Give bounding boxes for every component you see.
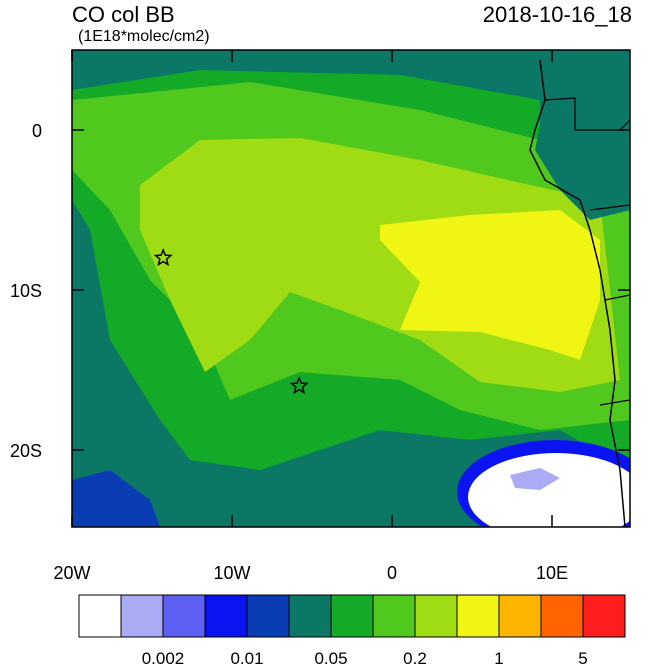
- field-yellow: [380, 210, 600, 360]
- subtitle: (1E18*molec/cm2): [78, 28, 210, 45]
- colorbar-label: 0.002: [142, 649, 185, 667]
- x-tick-label: 20W: [53, 563, 90, 583]
- field-white: [468, 453, 630, 527]
- site-marker: [289, 376, 309, 395]
- colorbar-box: [162, 594, 206, 638]
- border: [544, 97, 630, 131]
- colorbar-box: [582, 594, 626, 638]
- field-lavender: [510, 468, 560, 490]
- y-tick-label: 20S: [10, 441, 42, 461]
- colorbar-box: [498, 594, 542, 638]
- border: [604, 294, 630, 301]
- colorbar-box: [288, 594, 332, 638]
- colorbar-box: [204, 594, 248, 638]
- site-marker: [153, 248, 173, 267]
- title: CO col BB: [72, 2, 175, 27]
- map-frame: [71, 49, 631, 528]
- colorbar-box: [456, 594, 500, 638]
- x-tick-label: 10W: [213, 563, 250, 583]
- colorbar-label: 0.05: [314, 649, 347, 667]
- markers: [153, 248, 309, 395]
- y-tick-label: 0: [32, 121, 42, 141]
- date: 2018-10-16_18: [483, 2, 632, 27]
- colorbar: 0.002 0.01 0.05 0.2 1 5: [78, 594, 626, 667]
- x-tick-label: 10E: [536, 563, 568, 583]
- colorbar-box: [414, 594, 458, 638]
- colorbar-box: [78, 594, 122, 638]
- field-blue: [72, 470, 160, 527]
- colorbar-label: 0.01: [230, 649, 263, 667]
- colorbar-box: [246, 594, 290, 638]
- colorbar-label: 1: [494, 649, 503, 667]
- y-tick-label: 10S: [10, 281, 42, 301]
- field: [72, 50, 630, 527]
- x-tick-label: 0: [387, 563, 397, 583]
- land-teal: [535, 60, 630, 220]
- colorbar-label: 0.2: [403, 649, 427, 667]
- colorbar-box: [540, 594, 584, 638]
- border: [599, 399, 630, 406]
- colorbar-label: 5: [578, 649, 587, 667]
- colorbar-box: [372, 594, 416, 638]
- colorbar-box: [330, 594, 374, 638]
- ticks: 20W 10W 0 10E 0 10S 20S: [10, 50, 630, 583]
- border: [589, 204, 630, 211]
- colorbar-box: [120, 594, 164, 638]
- coastline: [529, 59, 626, 527]
